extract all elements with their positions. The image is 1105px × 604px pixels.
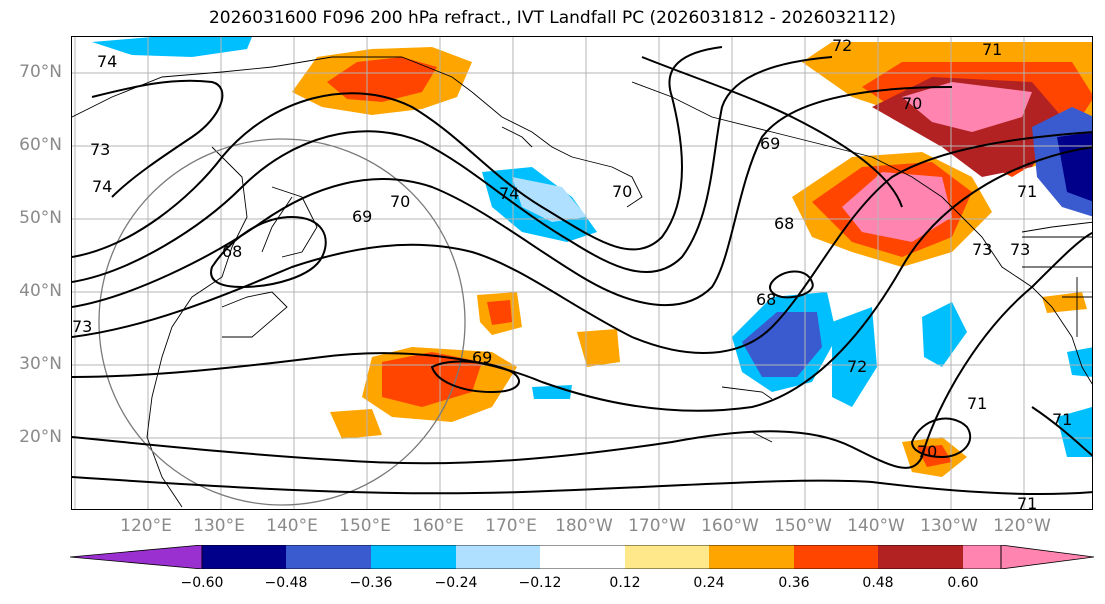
contour-label: 68 [756,290,776,309]
lon-label: 150°W [774,516,832,536]
shade-orange-small2 [577,329,620,367]
contour-label: 71 [967,394,987,413]
contour-label: 68 [774,214,794,233]
lon-label: 120°W [993,516,1051,536]
lon-label: 180°W [555,516,613,536]
contour-label: 70 [390,192,410,211]
colorbar-tick: −0.12 [518,575,562,591]
contour-label: 69 [760,134,780,153]
contour-label: 71 [1052,410,1072,429]
lat-label: 30°N [19,354,62,374]
shade-red-central [382,352,482,407]
contour-label: 73 [72,317,92,336]
map-panel: 74 72 71 73 70 74 69 74 70 68 69 70 69 7… [71,36,1093,510]
landfall-region-circle [98,138,466,506]
shade-pink-gulf [842,172,952,242]
lon-label: 150°E [339,516,391,536]
contour-labels: 74 72 71 73 70 74 69 74 70 68 69 70 69 7… [72,37,1072,510]
colorbar-tick: 0.60 [947,575,979,591]
colorbar-segment [625,545,709,569]
contour-label: 68 [222,242,242,261]
shade-orange-small5 [1042,292,1087,313]
colorbar-tick: −0.24 [434,575,478,591]
contour-label: 73 [90,140,110,159]
shade-red-north [327,57,437,102]
contour-label: 69 [472,348,492,367]
refractivity-contours [72,46,1092,495]
contour-label: 73 [972,240,992,259]
colorbar-segment [540,545,625,569]
contour-label: 74 [499,184,519,203]
colorbar-extend-left [70,545,203,569]
colorbar-tick: 0.12 [609,575,641,591]
contour-label: 70 [612,182,632,201]
colorbar-tick: 0.36 [778,575,810,591]
map-title: 2026031600 F096 200 hPa refract., IVT La… [208,8,896,28]
lon-label: 170°W [628,516,686,536]
colorbar-segment [371,545,456,569]
shade-blue-sub3 [922,302,967,367]
lat-label: 60°N [19,135,62,155]
colorbar-extend-right [1000,545,1095,569]
shade-pink-ne [902,82,1032,132]
map-canvas: 74 72 71 73 70 74 69 74 70 68 69 70 69 7… [72,37,1092,510]
graticule [72,37,1092,509]
colorbar-tick: −0.36 [349,575,393,591]
contour-label: 73 [1010,240,1030,259]
colorbar-segment [456,545,540,569]
colorbar-tick: −0.48 [264,575,308,591]
contour-label: 72 [847,357,867,376]
shade-blue-small [532,385,572,399]
contour-label: 70 [917,442,937,461]
shade-red-small1 [487,300,512,325]
shade-blue-se [1057,407,1092,457]
shade-blue-sub2 [832,307,877,407]
lon-label: 130°W [920,516,978,536]
lon-label: 130°E [193,516,245,536]
colorbar-segment [286,545,371,569]
colorbar-segment [709,545,794,569]
lat-label: 70°N [19,62,62,82]
lon-label: 140°E [266,516,318,536]
colorbar-segment [202,545,286,569]
shade-lightblue-mid [512,177,587,222]
lon-label: 140°W [847,516,905,536]
colorbar-tick: 0.24 [693,575,725,591]
shade-blue-se2 [1067,347,1092,377]
contour-label: 71 [982,40,1002,59]
lon-label: 160°W [701,516,759,536]
lat-label: 40°N [19,281,62,301]
colorbar-segment [794,545,878,569]
lon-label: 120°E [120,516,172,536]
shade-blue-north [92,37,252,57]
coastlines [72,56,1092,508]
lat-label: 20°N [19,427,62,447]
lat-label: 50°N [19,208,62,228]
contour-label: 71 [1017,494,1037,510]
colorbar-segment [963,545,1001,569]
lon-label: 160°E [412,516,464,536]
shade-darkblue-sub [742,312,822,377]
contour-label: 71 [1017,182,1037,201]
colorbar-tick: −0.60 [180,575,224,591]
colorbar [70,545,1095,569]
contour-label: 70 [902,94,922,113]
contour-label: 74 [92,177,112,196]
contour-label: 69 [352,207,372,226]
shade-orange-small3 [330,409,382,439]
colorbar-segment [878,545,963,569]
contour-label: 72 [832,37,852,55]
colorbar-tick: 0.48 [862,575,894,591]
lon-label: 170°E [485,516,537,536]
contour-label: 74 [97,52,117,71]
